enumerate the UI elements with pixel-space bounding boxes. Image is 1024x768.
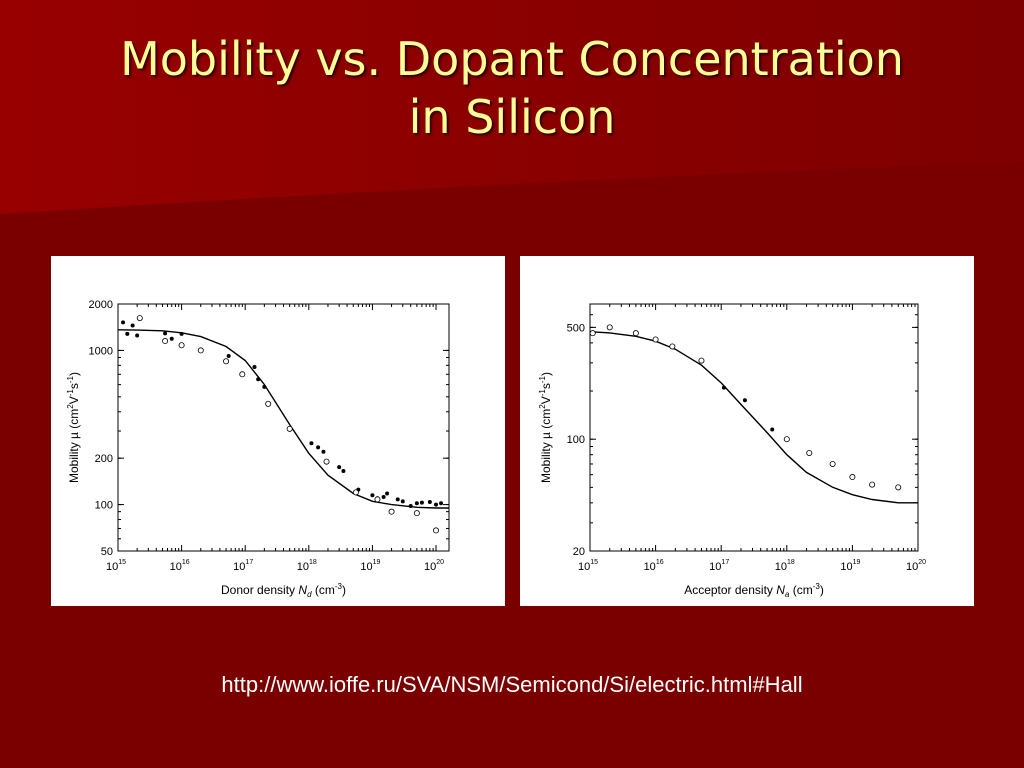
y-tick-label: 1000 bbox=[89, 345, 113, 357]
title-line-2: in Silicon bbox=[408, 90, 616, 144]
hollow-data-point bbox=[223, 358, 230, 365]
y-tick-label: 200 bbox=[95, 453, 113, 465]
filled-data-point bbox=[121, 320, 126, 325]
hollow-data-point bbox=[895, 484, 902, 491]
title-band bbox=[0, 0, 1024, 214]
x-tick-label: 1016 bbox=[170, 559, 190, 573]
filled-data-point bbox=[179, 331, 184, 336]
hollow-data-point bbox=[352, 489, 359, 496]
x-tick-label: 1018 bbox=[775, 559, 795, 573]
slide-title: Mobility vs. Dopant Concentration in Sil… bbox=[0, 30, 1024, 146]
hollow-data-point bbox=[388, 508, 395, 515]
source-url-text: http://www.ioffe.ru/SVA/NSM/Semicond/Si/… bbox=[221, 672, 803, 697]
y-tick-label: 2000 bbox=[89, 299, 113, 311]
hollow-data-point bbox=[178, 342, 185, 349]
hollow-data-point bbox=[589, 330, 596, 337]
filled-data-point bbox=[439, 501, 444, 506]
filled-data-point bbox=[337, 465, 342, 470]
filled-data-point bbox=[434, 502, 439, 507]
filled-data-point bbox=[316, 445, 321, 450]
filled-data-point bbox=[321, 449, 326, 454]
y-tick-label: 100 bbox=[567, 434, 585, 446]
filled-data-point bbox=[742, 398, 747, 403]
hollow-data-point bbox=[162, 338, 169, 345]
x-tick-label: 1015 bbox=[106, 559, 126, 573]
x-tick-label: 1020 bbox=[424, 559, 444, 573]
hollow-data-point bbox=[669, 343, 676, 350]
hollow-data-point bbox=[849, 474, 856, 481]
hollow-data-point bbox=[197, 347, 204, 354]
filled-data-point bbox=[414, 501, 419, 506]
filled-data-point bbox=[427, 499, 432, 504]
x-tick-label: 1017 bbox=[709, 559, 729, 573]
filled-data-point bbox=[309, 441, 314, 446]
filled-data-point bbox=[370, 493, 375, 498]
filled-data-point bbox=[163, 331, 168, 336]
hollow-data-point bbox=[413, 510, 420, 517]
filled-data-point bbox=[226, 353, 231, 358]
filled-data-point bbox=[395, 497, 400, 502]
filled-data-point bbox=[400, 499, 405, 504]
filled-data-point bbox=[252, 365, 257, 370]
filled-data-point bbox=[770, 427, 775, 432]
y-tick-label: 500 bbox=[567, 322, 585, 334]
hollow-data-point bbox=[829, 460, 836, 467]
filled-data-point bbox=[721, 385, 726, 390]
x-tick-label: 1015 bbox=[578, 559, 598, 573]
filled-data-point bbox=[385, 491, 390, 496]
donor-mobility-chart-panel: 1015 1016 1017 1018 1019 1020 50 100 200 1000 2000… bbox=[51, 256, 505, 606]
title-line-1: Mobility vs. Dopant Concentration bbox=[120, 32, 904, 86]
filled-data-point bbox=[341, 469, 346, 474]
filled-data-point bbox=[169, 336, 174, 341]
x-tick-label: 1017 bbox=[233, 559, 253, 573]
y-tick-label: 20 bbox=[573, 546, 585, 558]
hollow-data-point bbox=[286, 425, 293, 432]
hollow-data-point bbox=[136, 315, 143, 322]
hollow-data-point bbox=[632, 330, 639, 337]
fit-curve bbox=[589, 331, 918, 504]
hollow-data-point bbox=[606, 324, 613, 331]
x-tick-label: 1018 bbox=[297, 559, 317, 573]
x-tick-label: 1019 bbox=[360, 559, 380, 573]
filled-data-point bbox=[256, 377, 261, 382]
hollow-data-point bbox=[806, 449, 813, 456]
y-tick-label: 100 bbox=[95, 500, 113, 512]
hollow-data-point bbox=[698, 357, 705, 364]
filled-data-point bbox=[125, 331, 130, 336]
hollow-data-point bbox=[783, 436, 790, 443]
x-axis-label: Acceptor density Na (cm-3) bbox=[684, 582, 824, 599]
y-axis-label: Mobility µ (cm2V-1s-1) bbox=[66, 372, 81, 483]
filled-data-point bbox=[381, 495, 386, 499]
hollow-data-point bbox=[652, 336, 659, 343]
x-tick-label: 1016 bbox=[644, 559, 664, 573]
filled-data-point bbox=[408, 503, 413, 508]
acceptor-mobility-chart-panel: 1015 1016 1017 1018 1019 1020 20 100 500 Acceptor… bbox=[520, 256, 974, 606]
filled-data-point bbox=[419, 500, 424, 505]
acceptor-mobility-chart: 1015 1016 1017 1018 1019 1020 20 100 500 Acceptor… bbox=[538, 303, 926, 599]
plot-frame bbox=[589, 303, 919, 552]
fit-curve bbox=[117, 329, 449, 509]
filled-data-point bbox=[135, 333, 140, 338]
y-tick-label: 50 bbox=[101, 546, 113, 558]
x-axis-label: Donor density Nd (cm-3) bbox=[221, 582, 346, 599]
hollow-data-point bbox=[265, 400, 272, 407]
hollow-data-point bbox=[433, 527, 440, 534]
x-tick-label: 1019 bbox=[840, 559, 860, 573]
filled-data-point bbox=[130, 323, 135, 328]
hollow-data-point bbox=[374, 496, 381, 503]
donor-mobility-chart: 1015 1016 1017 1018 1019 1020 50 100 200 1000 2000… bbox=[66, 299, 450, 599]
hollow-data-point bbox=[323, 458, 330, 465]
hollow-data-point bbox=[869, 481, 876, 488]
x-tick-label: 1020 bbox=[906, 559, 926, 573]
y-axis-label: Mobility µ (cm2V-1s-1) bbox=[538, 372, 553, 483]
filled-data-point bbox=[262, 384, 267, 389]
hollow-data-point bbox=[239, 371, 246, 378]
